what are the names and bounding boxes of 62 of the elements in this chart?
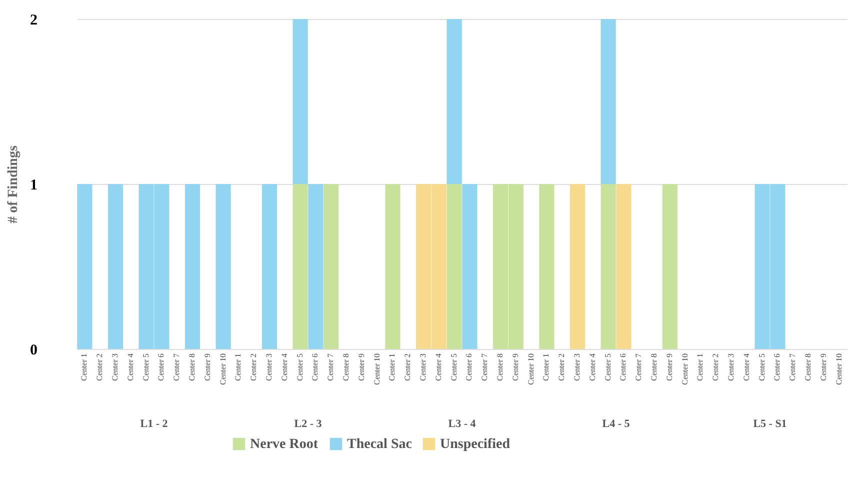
x-tick-label: Center 5	[603, 354, 612, 381]
y-tick-label: 2	[30, 12, 38, 28]
x-tick-label: Center 10	[680, 354, 690, 385]
x-tick-label: Center 1	[234, 354, 243, 381]
y-axis-title: # of Findings	[6, 145, 21, 224]
legend-label: Unspecified	[440, 437, 510, 452]
x-tick-label: Center 2	[249, 354, 258, 381]
x-tick-label: Center 10	[372, 354, 382, 385]
x-tick-label: Center 1	[696, 354, 705, 381]
x-tick-label: Center 9	[818, 354, 828, 381]
x-tick-label: Center 10	[218, 354, 228, 385]
x-tick-label: Center 5	[757, 354, 766, 381]
x-tick-label: Center 7	[480, 354, 490, 381]
y-tick-label: 0	[30, 342, 38, 358]
x-tick-label: Center 4	[588, 354, 597, 381]
x-tick-label: Center 4	[280, 354, 289, 381]
text: L2 - 3	[294, 418, 322, 430]
x-tick-label: Center 8	[496, 354, 504, 381]
y-tick-label: 1	[30, 178, 38, 194]
x-tick-label: Center 6	[156, 354, 166, 381]
x-tick-label: Center 4	[126, 354, 135, 381]
x-tick-label: Center 2	[711, 354, 720, 381]
x-tick-label: Center 3	[572, 354, 582, 381]
legend-label: Thecal Sac	[347, 437, 412, 452]
x-tick-label: Center 5	[141, 354, 150, 381]
text: L1 - 2	[140, 418, 168, 430]
x-tick-label: Center 9	[202, 354, 212, 381]
x-tick-label: Center 9	[356, 354, 366, 381]
x-tick-label: Center 9	[510, 354, 520, 381]
x-tick-label: Center 3	[418, 354, 428, 381]
text: L5 - S1	[753, 418, 787, 430]
x-tick-label: Center 2	[557, 354, 566, 381]
x-tick-label: Center 7	[634, 354, 644, 381]
x-tick-label: Center 3	[726, 354, 736, 381]
x-tick-label: Center 7	[172, 354, 182, 381]
x-tick-label: Center 3	[110, 354, 120, 381]
text: L4 - 5	[602, 418, 630, 430]
x-tick-label: Center 7	[788, 354, 798, 381]
x-tick-label: Center 8	[342, 354, 350, 381]
legend-label: Nerve Root	[250, 437, 318, 452]
x-tick-label: Center 9	[664, 354, 674, 381]
x-tick-label: Center 6	[310, 354, 320, 381]
x-tick-label: Center 5	[449, 354, 458, 381]
x-tick-label: Center 4	[434, 354, 443, 381]
x-tick-label: Center 10	[834, 354, 844, 385]
x-tick-label: Center 8	[804, 354, 812, 381]
x-tick-label: Center 8	[188, 354, 196, 381]
x-tick-label: Center 3	[264, 354, 274, 381]
text: L3 - 4	[448, 418, 476, 430]
x-tick-label: Center 6	[772, 354, 782, 381]
x-tick-label: Center 7	[326, 354, 336, 381]
x-tick-label: Center 1	[388, 354, 397, 381]
x-tick-label: Center 1	[80, 354, 89, 381]
x-tick-label: Center 6	[618, 354, 628, 381]
x-tick-label: Center 1	[542, 354, 551, 381]
x-tick-label: Center 4	[742, 354, 751, 381]
x-tick-label: Center 6	[464, 354, 474, 381]
x-tick-label: Center 2	[95, 354, 104, 381]
x-tick-label: Center 10	[526, 354, 536, 385]
x-tick-label: Center 8	[650, 354, 658, 381]
x-tick-label: Center 2	[403, 354, 412, 381]
x-tick-label: Center 5	[295, 354, 304, 381]
